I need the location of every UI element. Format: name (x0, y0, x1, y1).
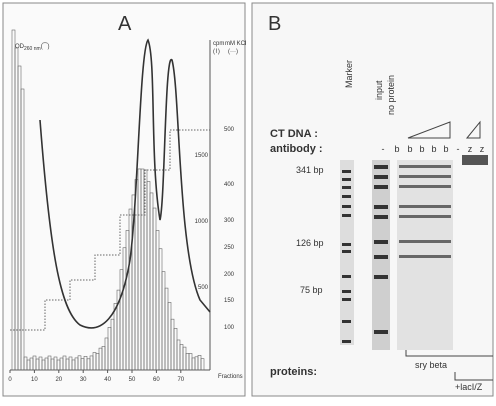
cpm-tick-label: 1500 (195, 153, 209, 159)
input-band (374, 255, 388, 259)
cpm-curve (39, 38, 211, 329)
cpm-tick-label: 500 (198, 285, 209, 291)
input-band (374, 165, 388, 169)
x-tick-label: 40 (104, 377, 111, 383)
ct-dna-label: CT DNA : (270, 128, 318, 140)
lane-label: b (419, 144, 424, 154)
kcl-tick-label: 300 (224, 218, 235, 224)
sry-beta-label: sry beta (415, 360, 447, 370)
x-tick-label: 30 (80, 377, 87, 383)
lane-label: - (457, 144, 460, 154)
antibody-label: antibody : (270, 143, 323, 155)
kcl-tick-label: 150 (224, 298, 235, 304)
od: OD (15, 44, 25, 50)
marker-band (342, 195, 351, 198)
input-band (374, 240, 388, 244)
x-tick-label: 10 (31, 377, 38, 383)
lacz-label: +lacI/Z (455, 382, 483, 392)
cpm-label: cpm (213, 41, 224, 47)
kcl-tick-label: 500 (224, 127, 235, 133)
gel-band (399, 255, 451, 258)
bracket (454, 372, 493, 381)
proteins-label: proteins: (270, 366, 317, 378)
lane-label: b (443, 144, 448, 154)
x-tick-label: 70 (177, 377, 184, 383)
gel-band (399, 215, 451, 218)
od-sub: 260 nm (24, 46, 41, 52)
input-band (374, 175, 388, 179)
size-label: 126 bp (296, 238, 324, 248)
input-band (374, 215, 388, 219)
marker-band (342, 250, 351, 253)
size-label: 75 bp (300, 285, 323, 295)
input-band (374, 330, 388, 334)
marker-label: Marker (344, 60, 354, 88)
x-tick-label: 50 (129, 377, 136, 383)
od-symbol: (⁀) (41, 42, 50, 50)
lane-label: b (407, 144, 412, 154)
gradient-triangle (465, 120, 481, 139)
input-band (374, 205, 388, 209)
lane-label: z (480, 144, 485, 154)
input-label: input (374, 80, 384, 100)
size-label: 341 bp (296, 165, 324, 175)
marker-band (342, 243, 351, 246)
marker-band (342, 186, 351, 189)
marker-band (342, 205, 351, 208)
input-band (374, 185, 388, 189)
x-tick-label: 20 (55, 377, 62, 383)
marker-band (342, 298, 351, 301)
gel-band (399, 175, 451, 178)
gel-band (399, 205, 451, 208)
gel-band (399, 240, 451, 243)
lane-label: - (382, 144, 385, 154)
x-tick-label: 0 (8, 377, 12, 383)
bracket (405, 350, 493, 357)
gel-band (399, 185, 451, 188)
hist-bar (20, 88, 25, 371)
no-protein-label: no protein (386, 75, 396, 115)
kcl-tick-label: 200 (224, 272, 235, 278)
cpm-tick-label: 1000 (195, 219, 209, 225)
lane-label: b (394, 144, 399, 154)
marker-band (342, 275, 351, 278)
marker-band (342, 290, 351, 293)
lane-label: z (468, 144, 473, 154)
kcl-tick-label: 250 (224, 245, 235, 251)
kcl-gradient (10, 129, 210, 331)
gel-top (462, 155, 488, 165)
od-label: OD260 nm(⁀) (15, 42, 50, 52)
gel-band (399, 165, 451, 168)
kcl-symbol: (···) (228, 49, 238, 55)
marker-band (342, 340, 351, 343)
marker-band (342, 170, 351, 173)
kcl-tick-label: 400 (224, 182, 235, 188)
panel-b-label: B (268, 13, 281, 35)
panel-a-frame (2, 2, 246, 397)
cpm-symbol: (⌇) (213, 48, 220, 55)
kcl-label: mM KCl (225, 41, 246, 47)
lane-label: b (431, 144, 436, 154)
marker-band (342, 320, 351, 323)
input-band (374, 275, 388, 279)
hist-bar (200, 358, 205, 371)
kcl-tick-label: 100 (224, 325, 235, 331)
x-axis-label: Fractions (218, 374, 243, 380)
marker-band (342, 214, 351, 217)
histogram (11, 29, 205, 371)
gradient-triangle (407, 121, 451, 139)
panel-a-label: A (118, 13, 132, 35)
marker-band (342, 178, 351, 181)
x-tick-label: 60 (153, 377, 160, 383)
